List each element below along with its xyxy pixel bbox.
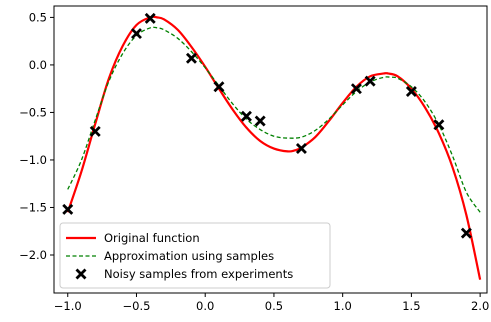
x-tick-label: −0.5: [123, 299, 151, 313]
plot-frame: [53, 5, 488, 294]
x-tick-label: 1.5: [402, 299, 420, 313]
sample-point-marker: [254, 115, 266, 127]
x-tick-label: 2.0: [471, 299, 489, 313]
sample-point-marker: [130, 28, 142, 40]
y-tick-label: −2.0: [19, 248, 47, 262]
sample-point-marker: [213, 81, 225, 93]
sample-point-marker: [405, 86, 417, 98]
y-tick-label: 0.5: [29, 10, 47, 24]
legend-box: [59, 222, 331, 289]
legend: Original function Approximation using sa…: [59, 222, 331, 289]
sample-point-marker: [364, 75, 376, 87]
x-tick-label: 1.0: [334, 299, 352, 313]
sample-point-marker: [185, 52, 197, 64]
x-tick-label: 0.5: [265, 299, 283, 313]
sample-point-marker: [144, 12, 156, 24]
sample-point-marker: [460, 227, 472, 239]
y-tick-label: −1.5: [19, 200, 47, 214]
x-tick-label: −1.0: [54, 299, 82, 313]
sample-point-marker: [433, 119, 445, 131]
legend-label-approximation: Approximation using samples: [104, 249, 274, 263]
y-axis: 0.5 0.0 −0.5 −1.0 −1.5 −2.0: [19, 10, 54, 262]
sample-point-marker: [89, 125, 101, 137]
sample-point-marker: [62, 203, 74, 215]
x-axis: −1.0 −0.5 0.0 0.5 1.0 1.5 2.0: [54, 293, 489, 313]
legend-label-original: Original function: [104, 231, 200, 245]
y-tick-label: 0.0: [29, 58, 47, 72]
sample-point-marker: [350, 83, 362, 95]
sample-point-marker: [295, 143, 307, 155]
series-line-approximation: [67, 26, 481, 213]
series-layer: [62, 12, 482, 280]
x-tick-label: 0.0: [196, 299, 214, 313]
legend-swatch-samples: [75, 268, 87, 280]
sample-point-marker: [240, 110, 252, 122]
y-tick-label: −0.5: [19, 105, 47, 119]
legend-label-samples: Noisy samples from experiments: [104, 267, 293, 281]
y-tick-label: −1.0: [19, 153, 47, 167]
